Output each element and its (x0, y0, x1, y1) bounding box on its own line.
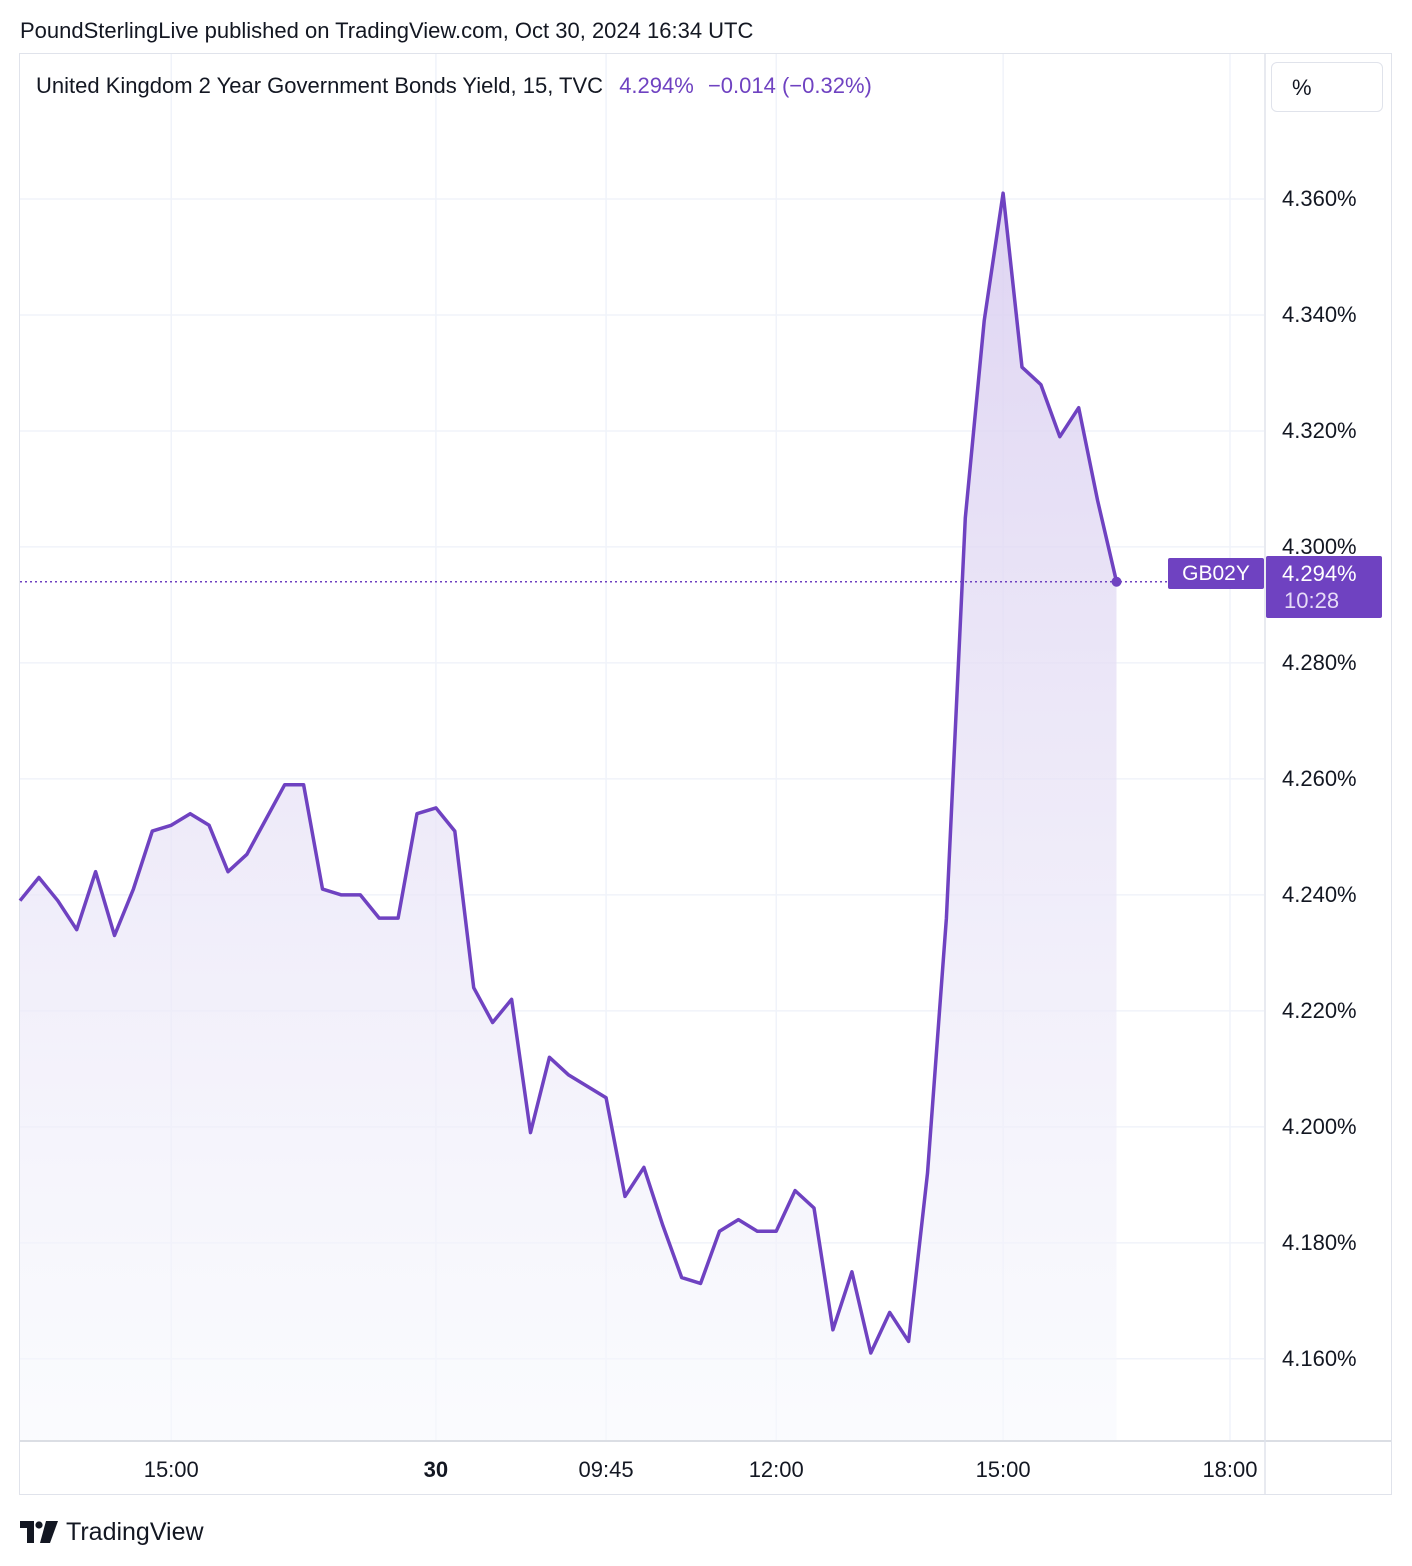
brand-name: TradingView (66, 1518, 204, 1546)
legend-symbol: United Kingdom 2 Year Government Bonds Y… (36, 73, 604, 98)
price-tag-countdown: 10:28 (1284, 588, 1340, 613)
percent-scale-button[interactable]: % (1271, 62, 1383, 112)
y-tick-label: 4.200% (1282, 1113, 1357, 1139)
y-tick-label: 4.260% (1282, 765, 1357, 791)
y-tick-label: 4.300% (1282, 533, 1357, 559)
series-area-fill (20, 193, 1117, 1441)
symbol-tag: GB02Y (1168, 558, 1264, 589)
published-caption: PoundSterlingLive published on TradingVi… (20, 18, 754, 43)
tradingview-logo-icon (20, 1521, 58, 1543)
y-tick-label: 4.280% (1282, 649, 1357, 675)
y-tick-label: 4.240% (1282, 881, 1357, 907)
x-tick-label: 18:00 (1202, 1457, 1258, 1482)
legend: United Kingdom 2 Year Government Bonds Y… (36, 73, 872, 99)
legend-change: −0.014 (−0.32%) (707, 73, 872, 98)
x-tick-label: 15:00 (975, 1457, 1031, 1482)
y-tick-label: 4.220% (1282, 997, 1357, 1023)
y-tick-label: 4.180% (1282, 1229, 1357, 1255)
series-line (18, 191, 1119, 1355)
x-tick-label: 09:45 (578, 1457, 634, 1482)
y-tick-label: 4.340% (1282, 301, 1357, 327)
x-tick-label: 15:00 (143, 1457, 199, 1482)
y-tick-label: 4.320% (1282, 417, 1357, 443)
chart-frame (19, 53, 1392, 1495)
x-tick-label: 12:00 (748, 1457, 804, 1482)
legend-last-value: 4.294% (619, 73, 694, 98)
y-tick-label: 4.160% (1282, 1345, 1357, 1371)
price-tag-value: 4.294% (1282, 561, 1357, 586)
x-tick-label: 30 (423, 1457, 449, 1482)
y-tick-label: 4.360% (1282, 185, 1357, 211)
last-price-marker (1111, 576, 1122, 587)
price-tag: 4.294% 10:28 (1266, 556, 1382, 618)
